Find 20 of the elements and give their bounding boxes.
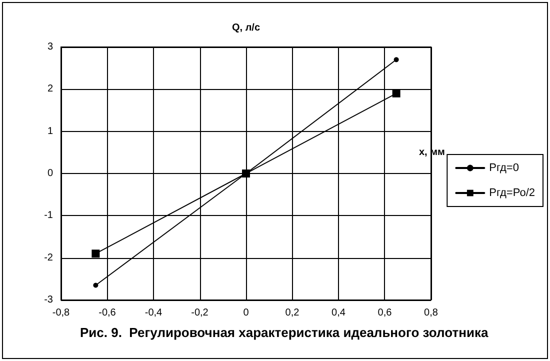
x-tick-label: 0 [243, 308, 250, 318]
text: Рис. 9. Регулировочная характеристика идеального золотника [80, 325, 489, 340]
y-tick-label: -1 [44, 210, 54, 222]
y-tick-label: -2 [44, 252, 54, 264]
y-tick-label: 3 [47, 42, 54, 52]
y-tick-label: 0 [47, 168, 54, 179]
y-axis-title: Q, л/с [232, 22, 260, 34]
x-tick-label: -0,4 [144, 308, 163, 318]
legend-label: Ргд=0 [489, 162, 519, 174]
x-tick-label: -0,6 [98, 308, 116, 318]
legend-label: Ргд=Ро/2 [489, 187, 535, 199]
x-tick-label: 0,6 [378, 308, 392, 318]
x-tick-label: 0,4 [332, 308, 346, 318]
x-tick-label: -0,8 [52, 308, 70, 318]
y-tick-label: -3 [44, 294, 54, 306]
y-tick-label: 2 [47, 84, 54, 95]
x-tick-label: 0,8 [424, 308, 438, 318]
x-tick-label: 0,2 [285, 308, 300, 318]
y-tick-label: 1 [47, 126, 54, 137]
x-tick-label: -0,2 [191, 308, 209, 318]
